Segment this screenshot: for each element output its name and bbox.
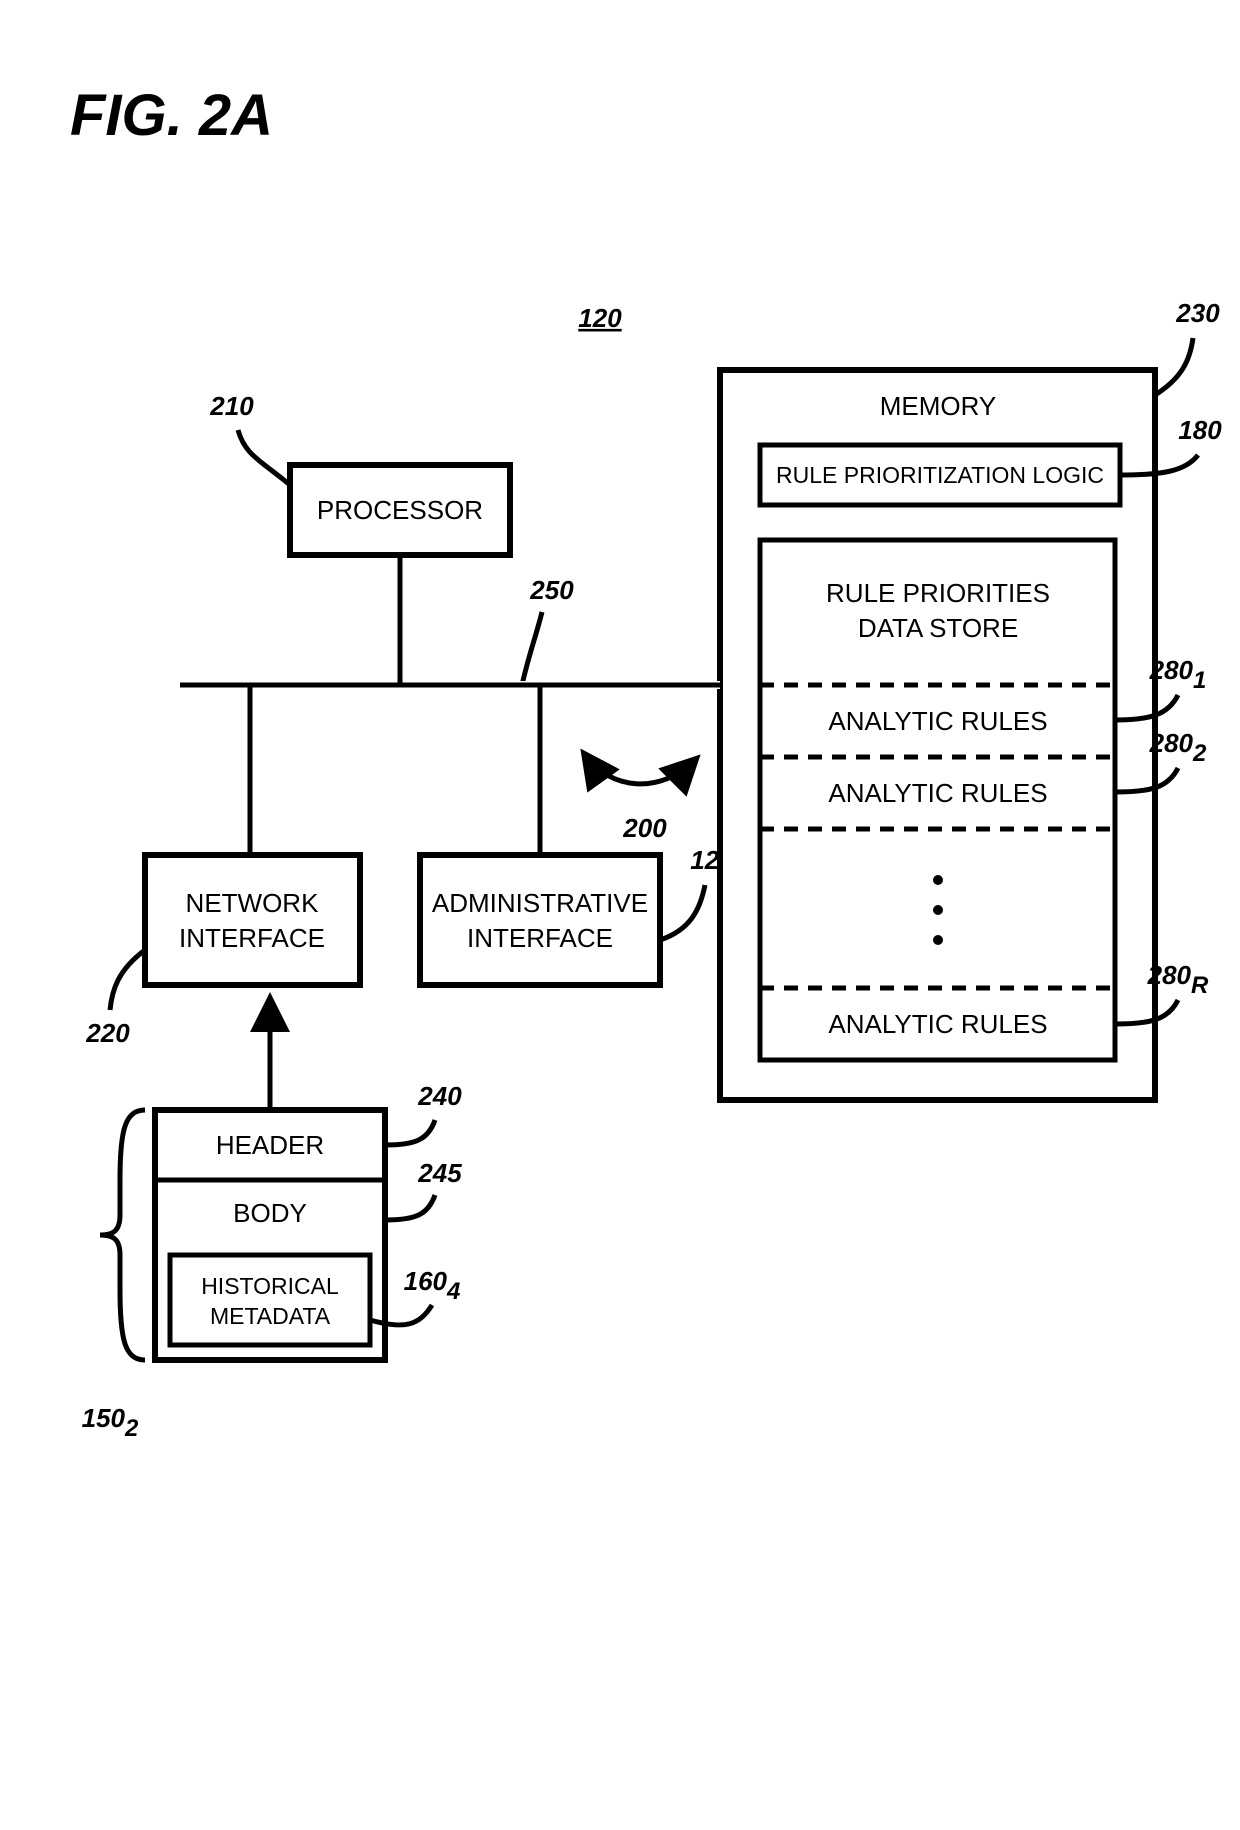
ref-header: 240 <box>385 1081 462 1145</box>
admin-interface-box: ADMINISTRATIVE INTERFACE <box>420 855 660 985</box>
body-label: BODY <box>233 1198 307 1228</box>
datastore-box: RULE PRIORITIES DATA STORE ANALYTIC RULE… <box>760 540 1115 1060</box>
ref-bus-arrow: 200 <box>585 755 695 843</box>
svg-text:230: 230 <box>1175 298 1220 328</box>
svg-text:245: 245 <box>417 1158 462 1188</box>
svg-text:210: 210 <box>209 391 254 421</box>
ref-bus: 250 <box>522 575 574 685</box>
svg-text:DATA STORE: DATA STORE <box>858 613 1018 643</box>
header-label: HEADER <box>216 1130 324 1160</box>
ref-netif: 220 <box>85 950 145 1048</box>
processor-label: PROCESSOR <box>317 495 483 525</box>
ref-message: 1502 <box>82 1110 145 1442</box>
ref-memory: 230 <box>1155 298 1220 395</box>
svg-text:METADATA: METADATA <box>210 1303 331 1329</box>
svg-text:180: 180 <box>1178 415 1222 445</box>
processor-box: PROCESSOR <box>290 465 510 555</box>
svg-text:RULE PRIORITIES: RULE PRIORITIES <box>826 578 1050 608</box>
network-interface-box: NETWORK INTERFACE <box>145 855 360 985</box>
svg-text:RULE PRIORITIZATION LOGIC: RULE PRIORITIZATION LOGIC <box>776 462 1104 488</box>
svg-text:250: 250 <box>529 575 574 605</box>
ref-system: 120 <box>578 303 622 333</box>
svg-text:240: 240 <box>417 1081 462 1111</box>
rules-row-2: ANALYTIC RULES <box>828 778 1047 808</box>
svg-text:INTERFACE: INTERFACE <box>467 923 613 953</box>
svg-text:220: 220 <box>85 1018 130 1048</box>
rules-row-1: ANALYTIC RULES <box>828 706 1047 736</box>
ref-processor: 210 <box>209 391 290 485</box>
svg-text:INTERFACE: INTERFACE <box>179 923 325 953</box>
message-box: HEADER BODY HISTORICAL METADATA <box>155 1110 385 1360</box>
rpl-box: RULE PRIORITIZATION LOGIC <box>760 445 1120 505</box>
memory-label: MEMORY <box>880 391 997 421</box>
figure-title: FIG. 2A <box>70 83 273 148</box>
svg-text:1604: 1604 <box>404 1266 461 1305</box>
svg-text:HISTORICAL: HISTORICAL <box>201 1273 339 1299</box>
svg-text:1502: 1502 <box>82 1403 139 1442</box>
svg-text:NETWORK: NETWORK <box>186 888 320 918</box>
svg-text:120: 120 <box>578 303 622 333</box>
ref-body: 245 <box>385 1158 462 1220</box>
rules-row-r: ANALYTIC RULES <box>828 1009 1047 1039</box>
svg-text:ADMINISTRATIVE: ADMINISTRATIVE <box>432 888 648 918</box>
svg-text:200: 200 <box>622 813 667 843</box>
